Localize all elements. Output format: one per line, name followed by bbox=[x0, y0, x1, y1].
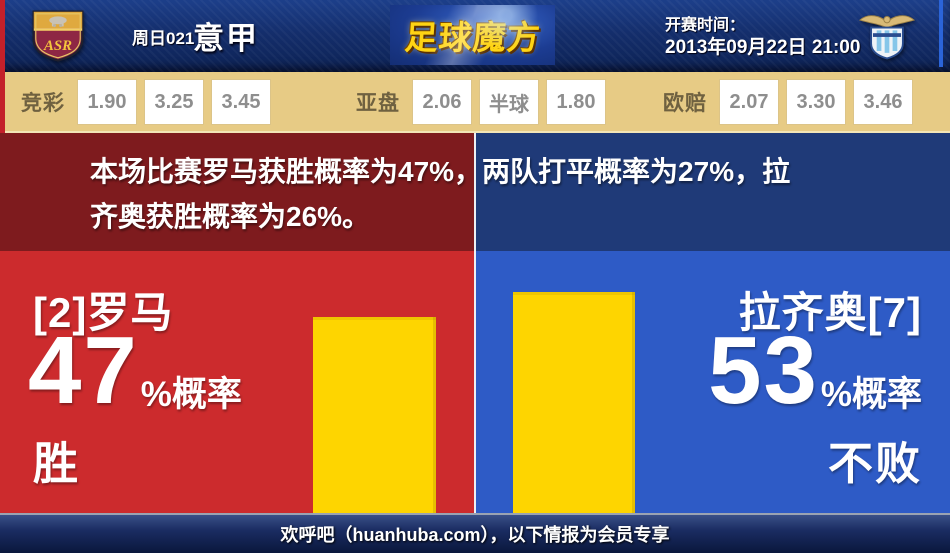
odds-value-box: 3.45 bbox=[211, 79, 271, 125]
home-percent-line: 47 %概率 bbox=[28, 323, 242, 419]
kickoff-block: 开赛时间： 2013年09月22日 21:00 bbox=[665, 15, 860, 59]
match-number-label: 周日021 bbox=[132, 29, 195, 48]
away-percent-suffix: %概率 bbox=[820, 375, 922, 414]
away-percent-value: 53 bbox=[708, 317, 819, 424]
home-percent-value: 47 bbox=[28, 317, 139, 424]
left-edge-stripe bbox=[0, 0, 5, 133]
brand-logo-text: 足球魔方 bbox=[403, 19, 542, 56]
odds-value-box: 2.07 bbox=[719, 79, 779, 125]
away-team-panel: 拉齐奥[7] 53 %概率 不败 bbox=[475, 251, 950, 513]
odds-label: 竞彩 bbox=[21, 92, 65, 115]
kickoff-label: 开赛时间： bbox=[665, 17, 746, 34]
odds-row: 竞彩 1.90 3.25 3.45 亚盘 2.06 半球 1.80 欧赔 2.0… bbox=[0, 72, 950, 133]
odds-label: 欧赔 bbox=[663, 92, 707, 115]
odds-value-box: 3.46 bbox=[853, 79, 913, 125]
svg-text:ASR: ASR bbox=[43, 38, 72, 54]
away-probability-bar bbox=[513, 292, 635, 513]
league-name: 意甲 bbox=[193, 21, 259, 56]
away-team-name: 拉齐奥[7] bbox=[738, 289, 922, 336]
home-percent-suffix: %概率 bbox=[140, 375, 242, 414]
odds-group-jingcai: 竞彩 1.90 3.25 3.45 bbox=[21, 79, 271, 125]
odds-value-box: 半球 bbox=[479, 79, 539, 125]
probability-summary-text: 本场比赛罗马获胜概率为47%，两队打平概率为27%，拉 齐奥获胜概率为26%。 bbox=[90, 149, 790, 239]
banner-left-half bbox=[0, 133, 475, 251]
home-team-panel: [2]罗马 47 %概率 胜 bbox=[0, 251, 475, 513]
home-team-name: [2]罗马 bbox=[33, 289, 174, 336]
banner-right-half bbox=[475, 133, 950, 251]
odds-value-box: 3.30 bbox=[786, 79, 846, 125]
home-outcome: 胜 bbox=[33, 438, 81, 489]
away-percent-line: 53 %概率 bbox=[708, 323, 922, 419]
odds-value-box: 1.90 bbox=[77, 79, 137, 125]
footer-text: 欢呼吧（huanhuba.com），以下情报为会员专享 bbox=[280, 525, 670, 545]
odds-group-yapan: 亚盘 2.06 半球 1.80 bbox=[356, 79, 606, 125]
lazio-crest-icon bbox=[858, 15, 916, 60]
kickoff-time: 2013年09月22日 21:00 bbox=[665, 37, 861, 58]
away-outcome: 不败 bbox=[827, 438, 922, 489]
odds-group-oupei: 欧赔 2.07 3.30 3.46 bbox=[663, 79, 913, 125]
summary-line-2: 齐奥获胜概率为26%。 bbox=[90, 201, 371, 232]
odds-value-box: 1.80 bbox=[546, 79, 606, 125]
odds-value-box: 3.25 bbox=[144, 79, 204, 125]
brand-logo: 足球魔方 bbox=[390, 5, 555, 65]
odds-label: 亚盘 bbox=[356, 92, 400, 115]
summary-line-1: 本场比赛罗马获胜概率为47%，两队打平概率为27%，拉 bbox=[90, 156, 791, 187]
home-probability-bar bbox=[313, 317, 436, 513]
header-bar: ASR 周日021 意甲 足球魔方 开赛时间： 2013年09月22日 21:0… bbox=[0, 0, 950, 72]
footer-bar: 欢呼吧（huanhuba.com），以下情报为会员专享 bbox=[0, 513, 950, 553]
prediction-panels: [2]罗马 47 %概率 胜 拉齐奥[7] 53 %概率 不败 bbox=[0, 251, 950, 513]
center-divider-line bbox=[474, 133, 476, 513]
right-edge-stripe bbox=[939, 0, 943, 67]
probability-summary-banner: 本场比赛罗马获胜概率为47%，两队打平概率为27%，拉 齐奥获胜概率为26%。 bbox=[0, 133, 950, 251]
odds-value-box: 2.06 bbox=[412, 79, 472, 125]
roma-crest-icon: ASR bbox=[32, 10, 84, 62]
